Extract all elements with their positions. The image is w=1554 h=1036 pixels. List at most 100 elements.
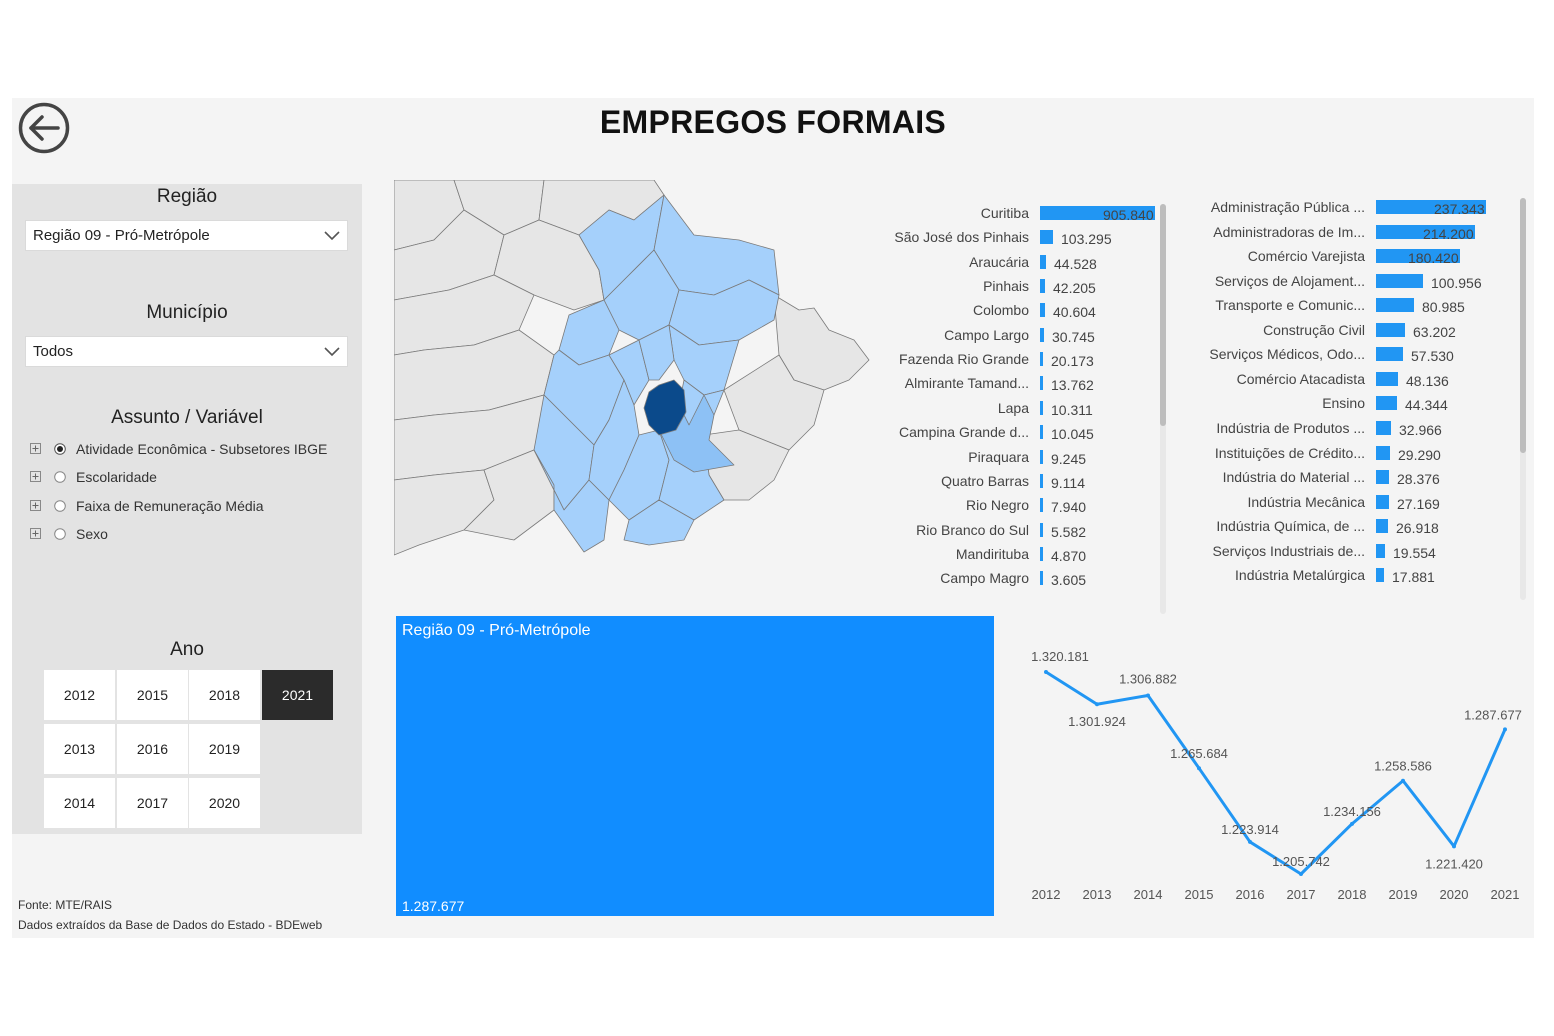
radio-empty-icon[interactable] (54, 471, 66, 483)
line-chart[interactable]: 1.320.181 2012 1.301.924 2013 1.306.882 2014 1… (1008, 638, 1528, 918)
year-button-2014[interactable]: 2014 (44, 778, 115, 828)
data-point[interactable] (1350, 821, 1354, 826)
bar-row[interactable]: Rio Negro 7.940 (857, 496, 1177, 516)
total-card[interactable]: Região 09 - Pró-Metrópole 1.287.677 (396, 616, 994, 916)
bar[interactable] (1376, 298, 1414, 313)
bar[interactable] (1040, 279, 1045, 294)
year-button-2020[interactable]: 2020 (189, 778, 260, 828)
bar-row[interactable]: Araucária 44.528 (857, 253, 1177, 273)
bar-row[interactable]: Campo Largo 30.745 (857, 326, 1177, 346)
bar-row[interactable]: Piraquara 9.245 (857, 448, 1177, 468)
bar-row[interactable]: Campo Magro 3.605 (857, 569, 1177, 589)
bar-row[interactable]: Ensino 44.344 (1172, 394, 1532, 414)
bar[interactable] (1376, 224, 1475, 239)
bar[interactable] (1040, 498, 1043, 513)
bar[interactable] (1376, 420, 1391, 435)
year-button-2016[interactable]: 2016 (117, 724, 188, 774)
bar-row[interactable]: Pinhais 42.205 (857, 277, 1177, 297)
bar[interactable] (1376, 322, 1405, 337)
radio-selected-icon[interactable] (54, 443, 66, 455)
bar[interactable] (1040, 206, 1155, 220)
bar-row[interactable]: Instituições de Crédito... 29.290 (1172, 444, 1532, 464)
bar[interactable] (1376, 200, 1486, 214)
series-line[interactable] (1045, 670, 1507, 876)
map-area-region[interactable] (623, 499, 695, 546)
expand-icon[interactable] (30, 500, 41, 511)
data-point[interactable] (1146, 693, 1150, 698)
year-button-2019[interactable]: 2019 (189, 724, 260, 774)
expand-icon[interactable] (30, 471, 41, 482)
bar-row[interactable]: Serviços Médicos, Odo... 57.530 (1172, 345, 1532, 365)
year-button-2017[interactable]: 2017 (117, 778, 188, 828)
bar[interactable] (1040, 254, 1046, 269)
scrollbar-track[interactable] (1520, 198, 1526, 600)
bar[interactable] (1040, 546, 1043, 561)
data-point[interactable] (1044, 670, 1048, 674)
bar[interactable] (1376, 470, 1389, 485)
bar-row[interactable]: Indústria Química, de ... 26.918 (1172, 517, 1532, 537)
assunto-option-atividade[interactable]: Atividade Econômica - Subsetores IBGE (30, 440, 350, 460)
bar[interactable] (1376, 494, 1389, 509)
bar-row[interactable]: Indústria Metalúrgica 17.881 (1172, 566, 1532, 586)
data-point[interactable] (1197, 766, 1201, 771)
expand-icon[interactable] (30, 528, 41, 539)
radio-empty-icon[interactable] (54, 528, 66, 540)
assunto-option-sexo[interactable]: Sexo (30, 525, 350, 545)
map-area-region[interactable] (638, 324, 675, 381)
bar[interactable] (1376, 249, 1460, 264)
bar[interactable] (1040, 522, 1043, 537)
year-button-2013[interactable]: 2013 (44, 724, 115, 774)
bar-row[interactable]: Fazenda Rio Grande 20.173 (857, 350, 1177, 370)
bar[interactable] (1040, 230, 1053, 245)
bar-row[interactable]: Comércio Atacadista 48.136 (1172, 370, 1532, 390)
bar-row[interactable]: Serviços Industriais de... 19.554 (1172, 542, 1532, 562)
bar[interactable] (1040, 571, 1043, 586)
expand-icon[interactable] (30, 443, 41, 454)
data-point[interactable] (1248, 839, 1252, 844)
bar-row[interactable]: Administradoras de Im... 214.200 (1172, 223, 1532, 243)
bar-row[interactable]: Quatro Barras 9.114 (857, 472, 1177, 492)
bar-row[interactable]: Transporte e Comunic... 80.985 (1172, 296, 1532, 316)
bar-row[interactable]: São José dos Pinhais 103.295 (857, 228, 1177, 248)
bar[interactable] (1376, 396, 1397, 411)
data-point[interactable] (1299, 872, 1303, 876)
bar-row[interactable]: Indústria Mecânica 27.169 (1172, 493, 1532, 513)
data-point[interactable] (1503, 727, 1507, 732)
bar-row[interactable]: Indústria do Material ... 28.376 (1172, 468, 1532, 488)
region-map[interactable] (394, 180, 874, 560)
bar[interactable] (1376, 543, 1385, 558)
bar-row[interactable]: Colombo 40.604 (857, 301, 1177, 321)
assunto-option-faixa-remuneracao[interactable]: Faixa de Remuneração Média (30, 497, 350, 517)
bar[interactable] (1040, 352, 1043, 367)
bar[interactable] (1040, 449, 1043, 464)
scrollbar-thumb[interactable] (1160, 204, 1166, 426)
data-point[interactable] (1095, 702, 1099, 707)
bar[interactable] (1376, 445, 1390, 460)
regiao-dropdown[interactable]: Região 09 - Pró-Metrópole (25, 220, 348, 251)
radio-empty-icon[interactable] (54, 500, 66, 512)
map-area-selected[interactable] (643, 379, 687, 436)
bar-row[interactable]: Curitiba 905.840 (857, 204, 1177, 224)
bar[interactable] (1376, 519, 1388, 534)
bar-row[interactable]: Administração Pública ... 237.343 (1172, 198, 1532, 218)
bar-row[interactable]: Rio Branco do Sul 5.582 (857, 521, 1177, 541)
back-arrow-icon[interactable] (18, 102, 70, 154)
data-point[interactable] (1401, 778, 1405, 783)
bar[interactable] (1376, 371, 1398, 386)
bar-row[interactable]: Mandirituba 4.870 (857, 545, 1177, 565)
map-area-region[interactable] (608, 339, 650, 406)
bar[interactable] (1376, 347, 1403, 362)
map-area-other[interactable] (394, 469, 495, 556)
year-button-2015[interactable]: 2015 (117, 670, 188, 720)
bar-row[interactable]: Serviços de Alojament... 100.956 (1172, 272, 1532, 292)
year-button-2018[interactable]: 2018 (189, 670, 260, 720)
bar-row[interactable]: Indústria de Produtos ... 32.966 (1172, 419, 1532, 439)
bar-row[interactable]: Lapa 10.311 (857, 399, 1177, 419)
scrollbar-track[interactable] (1160, 204, 1166, 614)
scrollbar-thumb[interactable] (1520, 198, 1526, 453)
bar[interactable] (1040, 303, 1045, 318)
bar[interactable] (1040, 376, 1043, 391)
year-button-2021[interactable]: 2021 (262, 670, 333, 720)
bar-row[interactable]: Comércio Varejista 180.420 (1172, 247, 1532, 267)
bar[interactable] (1376, 273, 1423, 288)
